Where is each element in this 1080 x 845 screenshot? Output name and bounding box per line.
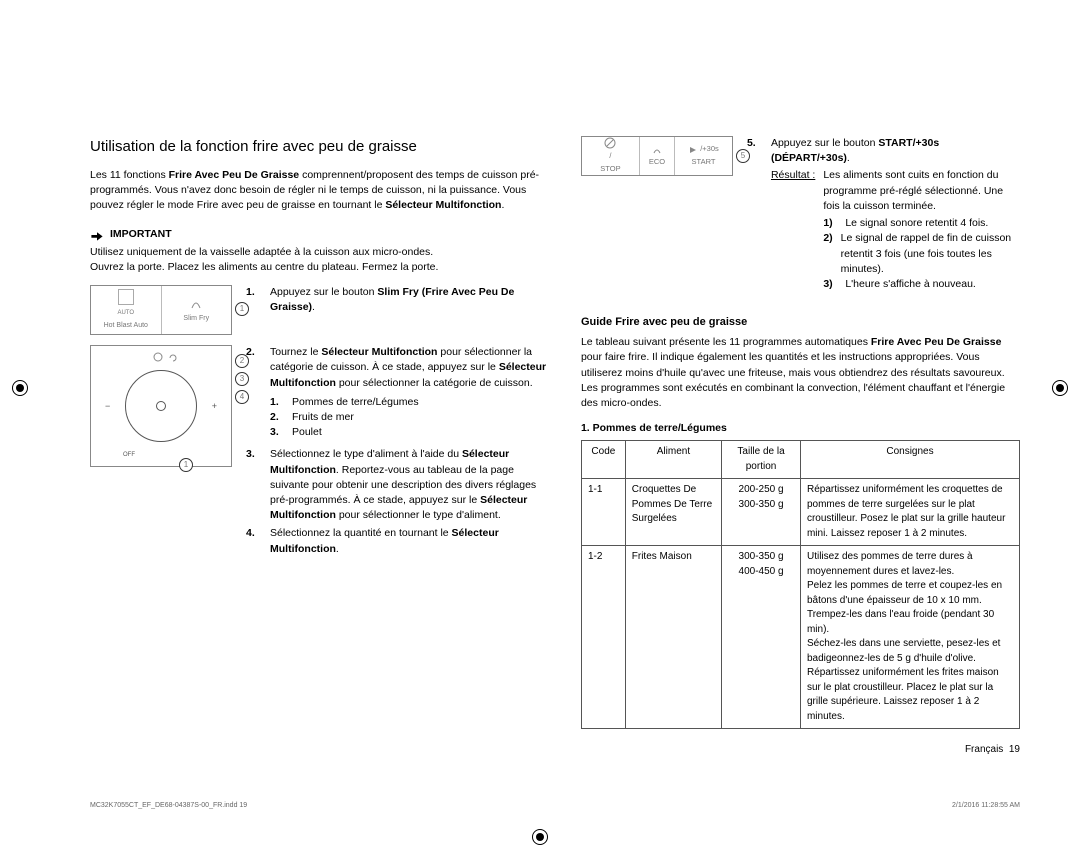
hand-point-icon: [90, 228, 104, 242]
th-aliment: Aliment: [625, 441, 721, 479]
callout-2: 2: [235, 354, 249, 368]
print-timestamp: 2/1/2016 11:28:55 AM: [952, 802, 1020, 809]
th-portion: Taille de la portion: [722, 441, 801, 479]
guide-heading: Guide Frire avec peu de graisse: [581, 315, 1020, 331]
guide-intro: Le tableau suivant présente les 11 progr…: [581, 335, 1020, 411]
steps-2-4: 2. Tournez le Sélecteur Multifonction po…: [246, 345, 551, 560]
hotblast-icon: [118, 289, 134, 305]
start-icon: [688, 145, 698, 155]
bottom-registration: [0, 829, 1080, 845]
th-consignes: Consignes: [800, 441, 1019, 479]
category-1-heading: 1. Pommes de terre/Légumes: [581, 421, 1020, 436]
slimfry-icon: [189, 296, 203, 310]
callout-3: 3: [235, 372, 249, 386]
table-row: 1-2 Frites Maison 300-350 g 400-450 g Ut…: [581, 546, 1019, 729]
important-heading: IMPORTANT: [90, 227, 551, 242]
button-panel-diagram: / STOP ECO /+30s START 5: [581, 136, 733, 176]
guide-table: Code Aliment Taille de la portion Consig…: [581, 440, 1020, 729]
result-label: Résultat :: [771, 168, 815, 296]
indd-filename: MC32K7055CT_EF_DE68-04387S-00_FR.indd 19: [90, 802, 247, 809]
th-code: Code: [581, 441, 625, 479]
dial-diagram: − + OFF 2 3 4 1: [90, 345, 232, 467]
crop-mark-bottom: [532, 829, 548, 845]
callout-4: 4: [235, 390, 249, 404]
control-panel-diagram-1: AUTO Hot Blast Auto Slim Fry 1: [90, 285, 232, 335]
important-text: Utilisez uniquement de la vaisselle adap…: [90, 245, 551, 275]
step-5: 5. Appuyez sur le bouton START/+30s (DÉP…: [747, 136, 1020, 299]
table-header-row: Code Aliment Taille de la portion Consig…: [581, 441, 1019, 479]
page-title: Utilisation de la fonction frire avec pe…: [90, 136, 551, 158]
hand-icon: [153, 352, 163, 362]
intro-paragraph: Les 11 fonctions Frire Avec Peu De Grais…: [90, 168, 551, 214]
callout-bottom-1: 1: [179, 458, 193, 472]
step-1: 1. Appuyez sur le bouton Slim Fry (Frire…: [246, 285, 551, 318]
callout-5: 5: [736, 149, 750, 163]
eco-icon: [652, 145, 662, 155]
page-footer-lang: Français 19: [581, 743, 1020, 758]
callout-1: 1: [235, 302, 249, 316]
rotate-icon: [169, 354, 177, 362]
table-row: 1-1 Croquettes De Pommes De Terre Surgel…: [581, 479, 1019, 546]
stop-icon: [604, 137, 616, 149]
